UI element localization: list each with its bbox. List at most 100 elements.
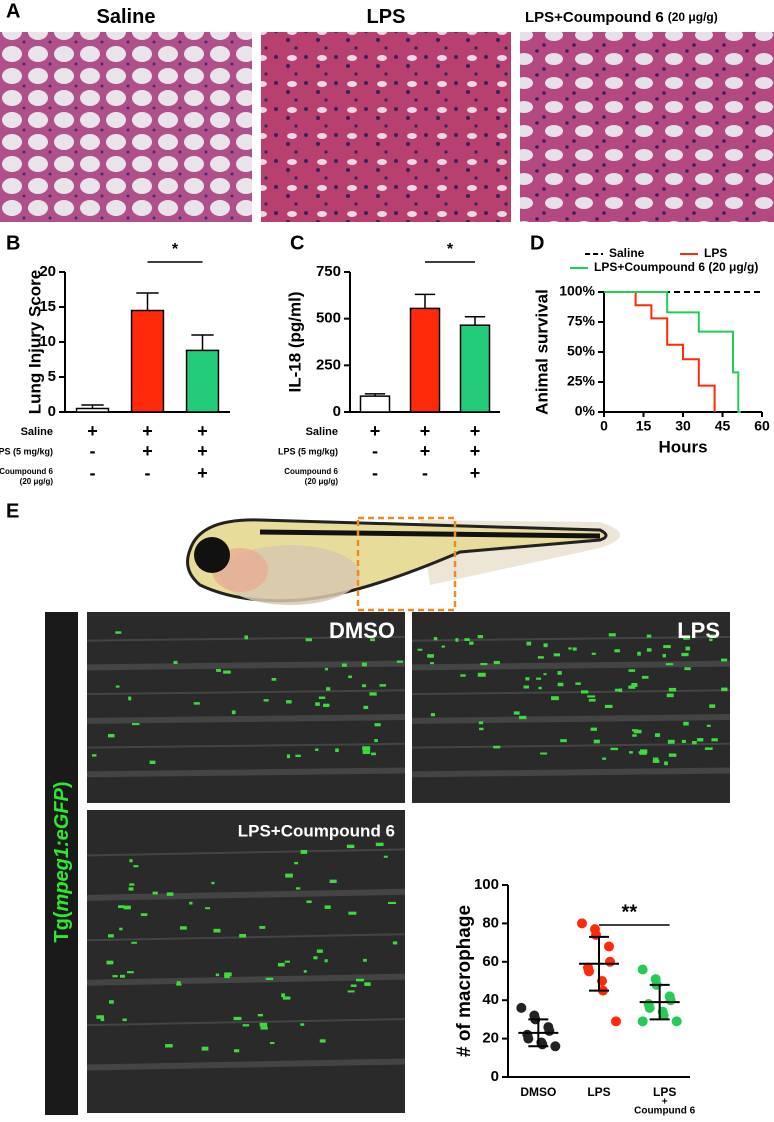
panel-label: A xyxy=(6,0,20,22)
gfp-cell xyxy=(313,956,318,960)
gfp-cell xyxy=(244,635,248,640)
gfp-cell xyxy=(370,638,375,642)
treatment-mark: + xyxy=(197,441,208,461)
gfp-cell xyxy=(362,746,371,751)
gfp-cell xyxy=(543,673,547,676)
reporter-label: Tg(mpeg1:eGFP) xyxy=(51,781,73,942)
gfp-cell xyxy=(371,752,376,756)
stripe xyxy=(411,714,731,724)
gfp-cell xyxy=(387,901,396,905)
treatment-label: Coumpound 6 xyxy=(284,467,338,476)
gfp-cell xyxy=(284,960,290,963)
gfp-cell xyxy=(709,704,716,708)
gfp-cell xyxy=(639,752,647,755)
gfp-cell xyxy=(295,887,301,890)
gfp-cell xyxy=(140,913,148,917)
gfp-cell xyxy=(720,658,728,662)
reporter-part: mpeg1:eGFP xyxy=(51,787,73,911)
gfp-cell xyxy=(213,928,221,933)
gfp-cell xyxy=(614,649,620,653)
stripe xyxy=(86,848,406,857)
gfp-cell xyxy=(480,662,488,666)
gfp-cell xyxy=(590,727,597,731)
y-tick-label: 20 xyxy=(482,1030,499,1047)
x-tick-label: DMSO xyxy=(520,1085,556,1099)
y-tick-label: 25% xyxy=(567,373,596,389)
stripe xyxy=(86,660,406,671)
gfp-cell xyxy=(580,690,589,694)
stripe xyxy=(86,767,406,778)
gfp-cell xyxy=(335,748,339,753)
gfp-cell xyxy=(697,738,704,742)
gfp-cell xyxy=(593,739,600,744)
y-tick-label: 0 xyxy=(491,1068,499,1085)
treatment-mark: + xyxy=(197,463,208,483)
gfp-cell xyxy=(123,905,131,910)
gfp-cell xyxy=(536,677,542,680)
gfp-cell xyxy=(641,675,649,679)
x-tick-label: 15 xyxy=(636,418,652,434)
y-tick-label: 75% xyxy=(567,313,596,329)
gfp-cell xyxy=(374,723,381,727)
treatment-mark: + xyxy=(370,421,381,441)
x-tick-label: LPS xyxy=(587,1085,610,1099)
panel-label: D xyxy=(530,232,544,254)
reporter-part: ) xyxy=(51,781,73,788)
gfp-cell xyxy=(119,927,123,931)
gfp-cell xyxy=(233,1049,240,1053)
gfp-cell xyxy=(286,754,291,759)
treatment-mark: + xyxy=(470,441,481,461)
gfp-cell xyxy=(664,761,668,766)
stripe xyxy=(86,973,406,986)
gfp-cell xyxy=(591,652,596,655)
gfp-cell xyxy=(131,941,137,944)
y-tick-label: 100 xyxy=(474,876,499,893)
gfp-cell xyxy=(224,975,230,979)
stripe xyxy=(411,767,731,778)
x-tick-label: LPS xyxy=(653,1085,676,1099)
gfp-cell xyxy=(663,645,671,649)
y-tick-label: 80 xyxy=(482,914,499,931)
data-point xyxy=(523,1033,534,1044)
y-tick-label: 10 xyxy=(39,333,56,350)
stripe xyxy=(411,689,731,696)
treatment-mark: + xyxy=(470,463,481,483)
gfp-cell xyxy=(132,723,140,726)
gfp-cell xyxy=(379,684,387,687)
gfp-cell xyxy=(540,752,548,755)
gfp-cell xyxy=(108,1000,114,1004)
gfp-cell xyxy=(306,900,312,904)
gfp-cell xyxy=(666,693,674,698)
gfp-cell xyxy=(319,1039,326,1043)
gfp-cell xyxy=(637,651,641,656)
gfp-cell xyxy=(519,715,527,720)
gfp-cell xyxy=(602,757,607,760)
gfp-cell xyxy=(587,695,596,698)
gfp-cell xyxy=(315,702,320,706)
gfp-cell xyxy=(692,741,697,745)
gfp-cell xyxy=(417,648,423,651)
gfp-cell xyxy=(369,692,377,696)
gfp-cell xyxy=(543,643,548,648)
data-point xyxy=(516,1002,527,1013)
treatment-mark: - xyxy=(90,441,96,461)
gfp-cell xyxy=(176,981,181,986)
gfp-cell xyxy=(303,970,307,973)
gfp-cell xyxy=(662,653,666,658)
gfp-cell xyxy=(665,663,674,666)
gfp-cell xyxy=(427,654,434,658)
stripe xyxy=(86,888,406,901)
bar xyxy=(75,407,110,413)
gfp-cell xyxy=(537,656,544,659)
gfp-cell xyxy=(316,949,323,953)
treatment-mark: - xyxy=(422,463,428,483)
gfp-cell xyxy=(242,1024,250,1027)
treatment-mark: - xyxy=(372,463,378,483)
gfp-cell xyxy=(362,750,371,754)
y-axis-label: Lung Injury Score xyxy=(25,270,44,415)
gfp-cell xyxy=(392,941,398,945)
gfp-cell xyxy=(118,905,125,909)
histology-label-note: (20 μg/g) xyxy=(668,10,718,24)
gfp-cell xyxy=(233,1016,242,1021)
gfp-cell xyxy=(239,933,247,938)
